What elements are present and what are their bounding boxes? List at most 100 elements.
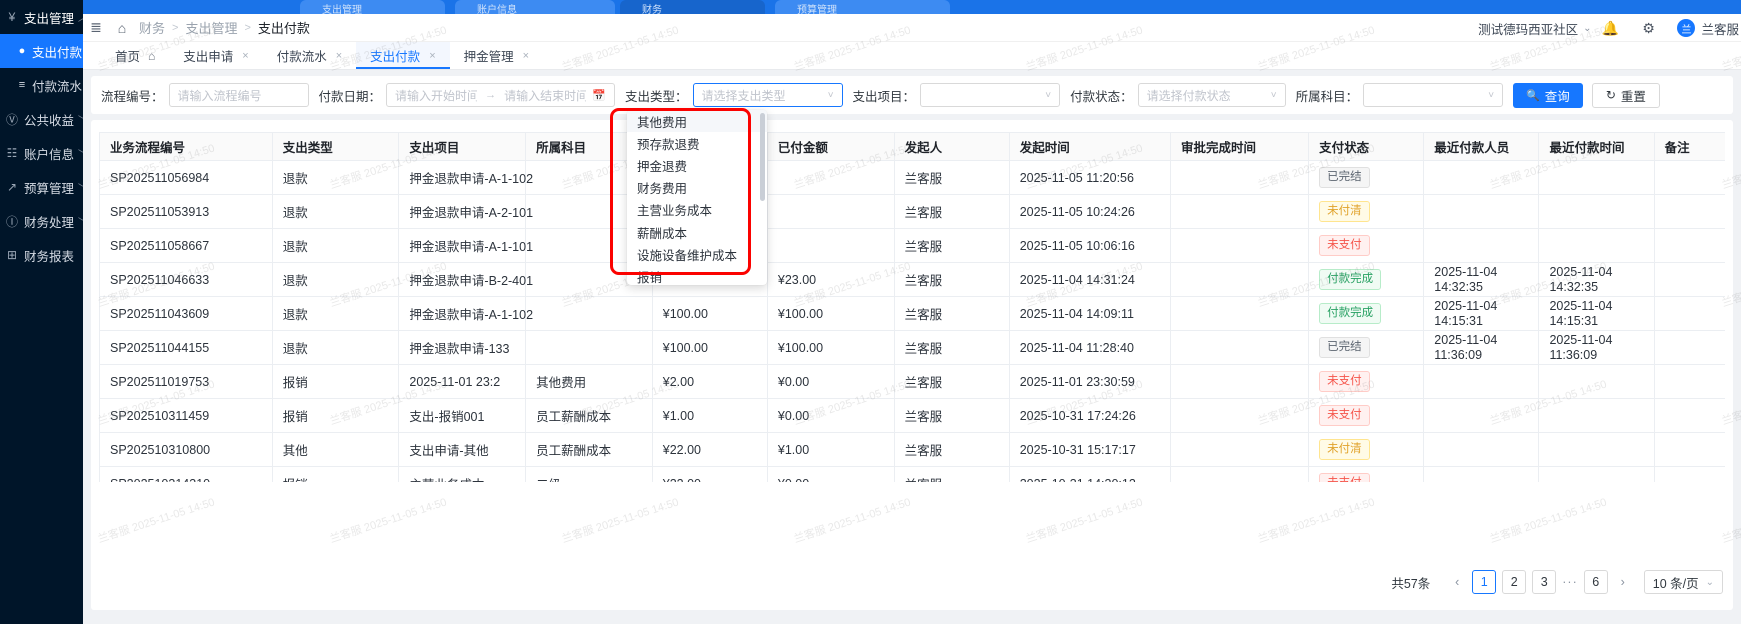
refresh-icon: ↻: [1605, 88, 1616, 102]
page-size-label: 10 条/页: [1652, 576, 1699, 591]
page-tab-label: 付款流水: [276, 50, 327, 64]
table-card: 业务流程编号支出类型支出项目所属科目支出金额已付金额发起人发起时间审批完成时间支…: [91, 120, 1733, 610]
close-icon[interactable]: ×: [242, 49, 249, 62]
list-icon: ≡: [18, 79, 26, 91]
table-cell-subject: 员工薪酬成本: [525, 432, 653, 467]
pagination-prev-icon[interactable]: ‹: [1455, 575, 1460, 589]
table-cell-type: 退款: [271, 194, 400, 229]
dropdown-option[interactable]: 设施设备维护成本: [637, 248, 738, 263]
sidebar-item-6[interactable]: Ⓘ 财务处理﹀: [0, 204, 83, 238]
avatar[interactable]: 兰: [1677, 19, 1696, 37]
sidebar-item-2[interactable]: ≡ 付款流水: [0, 68, 83, 102]
page-tab[interactable]: 支出付款 ×: [356, 42, 451, 69]
chevron-down-icon: ﹀: [78, 147, 83, 160]
table-cell-subject: [525, 296, 653, 331]
process-no-input[interactable]: 请输入流程编号: [168, 83, 309, 107]
page-tab[interactable]: 押金管理 ×: [450, 42, 543, 69]
table-cell-process_no: SP202511019753: [99, 364, 273, 399]
table-cell-item: 押金退款申请-A-1-101: [398, 228, 533, 263]
dropdown-scrollbar[interactable]: [760, 113, 765, 201]
sidebar-item-4[interactable]: ☷ 账户信息﹀: [0, 136, 83, 170]
table-cell-start_time: 2025-11-04 14:09:11: [1008, 296, 1171, 331]
page-size-select[interactable]: 10 条/页 ⌄: [1643, 570, 1723, 594]
pagination-next-icon[interactable]: ›: [1620, 575, 1625, 589]
sidebar-item-3[interactable]: Ⓥ 公共收益﹀: [0, 102, 83, 136]
page-tab[interactable]: 首页 ⌂: [101, 42, 169, 69]
search-button[interactable]: 🔍 查询: [1513, 82, 1583, 108]
pay-date-range-input[interactable]: 请输入开始时间 → 请输入结束时间 📅: [386, 83, 616, 107]
table-row[interactable]: SP202511053913退款押金退款申请-A-2-101¥11.00兰客服2…: [99, 194, 1725, 229]
sidebar-item-7[interactable]: ⊞ 财务报表: [0, 238, 83, 272]
table-row[interactable]: SP202510311459 报销 支出-报销001 员工薪酬成本 ¥1.00 ¥0.00…: [99, 398, 1725, 433]
dropdown-option[interactable]: 预存款退费: [637, 137, 700, 152]
collapse-menu-icon[interactable]: ≣: [90, 19, 102, 35]
dropdown-option[interactable]: 薪酬成本: [637, 226, 688, 241]
bell-icon[interactable]: 🔔: [1601, 19, 1620, 36]
datetime-value: 2025-11-04 14:32:35: [1549, 265, 1643, 295]
subject-label: 所属科目：: [1295, 89, 1359, 104]
reset-button[interactable]: ↻ 重置: [1591, 82, 1660, 108]
table-row[interactable]: SP202511019753 报销 2025-11-01 23:2 其他费用 ¥2.00…: [99, 364, 1725, 399]
table-row[interactable]: SP202511058667退款押金退款申请-A-1-101¥0.00兰客服20…: [99, 228, 1725, 263]
table-row[interactable]: SP202511056984退款押金退款申请-A-1-102¥22.00兰客服2…: [99, 160, 1725, 195]
dropdown-option[interactable]: 主营业务成本: [637, 204, 713, 219]
date-part: 2025-11-04: [1434, 298, 1498, 313]
expense-type-select[interactable]: 请选择支出类型 ˅: [692, 83, 843, 107]
table-cell-paid: ¥0.00: [766, 364, 895, 399]
table-column-header: 支出项目: [398, 132, 527, 161]
close-icon[interactable]: ×: [429, 49, 436, 62]
table-row[interactable]: SP202511044155 退款 押金退款申请-133 ¥100.00 ¥100.00…: [99, 330, 1725, 365]
expense-type-placeholder: 请选择支出类型: [701, 88, 786, 103]
expense-type-dropdown[interactable]: 其他费用预存款退费押金退费财务费用主营业务成本 薪酬成本设施设备维护成本 报销: [627, 110, 767, 285]
table-cell-payer: [1423, 194, 1540, 229]
pagination-page-1[interactable]: 1: [1472, 570, 1497, 594]
subject-select[interactable]: ˅: [1363, 83, 1504, 107]
pagination-page-6[interactable]: 6: [1583, 570, 1608, 594]
table-cell-item: 支出申请-其他: [398, 432, 527, 467]
table-cell-approve_time: [1169, 432, 1310, 467]
pagination-page-2[interactable]: 2: [1502, 570, 1527, 594]
table-row[interactable]: SP202510314310报销主营业务成本二级¥22.00¥0.00兰客服20…: [99, 466, 1725, 482]
pagination-page-3[interactable]: 3: [1532, 570, 1557, 594]
chart-icon: ↗: [6, 180, 18, 194]
table-cell-amount: ¥100.00: [651, 330, 768, 365]
browser-tab[interactable]: 财务: [620, 0, 765, 14]
sidebar-item-label: 支出付款: [32, 45, 83, 60]
table-row[interactable]: SP202510310800 其他 支出申请-其他 员工薪酬成本 ¥22.00 ¥1.00…: [99, 432, 1725, 467]
expense-item-select[interactable]: ˅: [920, 83, 1061, 107]
table-row[interactable]: SP202511046633退款押金退款申请-B-2-401¥23.00¥23.…: [99, 262, 1725, 297]
browser-tab[interactable]: 账户信息: [455, 0, 615, 14]
close-icon[interactable]: ×: [522, 49, 530, 62]
browser-tab[interactable]: 预算管理: [775, 0, 950, 14]
breadcrumb-item[interactable]: 财务: [139, 21, 166, 36]
table-scroll-region[interactable]: 业务流程编号支出类型支出项目所属科目支出金额已付金额发起人发起时间审批完成时间支…: [99, 132, 1725, 482]
dropdown-option[interactable]: 其他费用: [627, 110, 767, 133]
table-column-header: 支付状态: [1308, 132, 1425, 161]
browser-tab[interactable]: 支出管理: [300, 0, 445, 14]
sidebar-item-0[interactable]: ¥ 支出管理︿: [0, 0, 83, 34]
filter-pay-status: 付款状态： 请选择付款状态 ˅: [1070, 83, 1286, 107]
table-row[interactable]: SP202511043609 退款 押金退款申请-A-1-102 ¥100.00 ¥10…: [99, 296, 1725, 331]
sidebar-item-1[interactable]: ● 支出付款: [0, 34, 83, 68]
dropdown-option[interactable]: 报销: [637, 270, 663, 285]
pay-status-select[interactable]: 请选择付款状态 ˅: [1137, 83, 1286, 107]
table-cell-status: 未支付: [1308, 228, 1425, 263]
page-tab[interactable]: 付款流水 ×: [263, 42, 356, 69]
gear-icon[interactable]: ⚙: [1642, 19, 1655, 36]
dropdown-option[interactable]: 押金退费: [637, 159, 688, 174]
pay-date-start-placeholder: 请输入开始时间: [395, 88, 478, 103]
filter-expense-type: 支出类型： 请选择支出类型 ˅: [625, 83, 843, 107]
org-selector[interactable]: 测试德玛西亚社区 ⌄: [1478, 19, 1591, 38]
home-icon[interactable]: ⌂: [117, 19, 127, 36]
coin-icon: ¥: [8, 10, 16, 24]
time-part: 11:36:09: [1549, 347, 1598, 362]
table-cell-subject: [525, 330, 653, 365]
page-tab[interactable]: 支出申请 ×: [169, 42, 262, 69]
dropdown-option[interactable]: 财务费用: [637, 182, 688, 197]
table-body: SP202511056984退款押金退款申请-A-1-102¥22.00兰客服2…: [99, 160, 1725, 482]
close-icon[interactable]: ×: [335, 49, 343, 62]
table-cell-initiator: 兰客服: [893, 330, 1010, 365]
breadcrumb-item[interactable]: 支出管理: [185, 21, 238, 36]
sidebar-item-5[interactable]: ↗ 预算管理﹀: [0, 170, 83, 204]
top-header: ≣ ⌂ 财务 > 支出管理 > 支出付款 测试德玛西亚社区 ⌄ 🔔 ⚙ 兰 兰客服: [83, 14, 1741, 42]
